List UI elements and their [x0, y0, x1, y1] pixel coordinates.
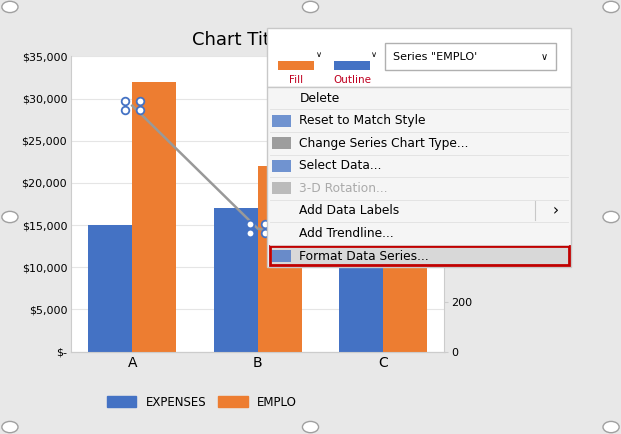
Bar — [258, 166, 302, 352]
Text: Outline: Outline — [333, 75, 371, 85]
Text: Series "EMPLO': Series "EMPLO' — [392, 52, 477, 62]
Text: ∨: ∨ — [315, 50, 322, 59]
Text: Delete: Delete — [299, 92, 340, 105]
Text: Fill: Fill — [289, 75, 303, 85]
Text: Add Data Labels: Add Data Labels — [299, 204, 399, 217]
Text: ∨: ∨ — [541, 52, 548, 62]
Text: 3-D Rotation...: 3-D Rotation... — [299, 182, 388, 195]
Text: ∨: ∨ — [371, 50, 378, 59]
Bar — [214, 208, 258, 352]
Text: Add Trendline...: Add Trendline... — [299, 227, 394, 240]
Text: Format Data Series...: Format Data Series... — [299, 250, 429, 263]
Bar — [383, 124, 427, 352]
Text: Reset to Match Style: Reset to Match Style — [299, 114, 426, 127]
Bar — [88, 225, 132, 352]
Title: Chart Title: Chart Title — [192, 31, 286, 49]
Text: Select Data...: Select Data... — [299, 159, 382, 172]
Legend: EXPENSES, EMPLO: EXPENSES, EMPLO — [102, 391, 302, 414]
Bar — [132, 82, 176, 352]
Bar — [339, 225, 383, 352]
Text: Change Series Chart Type...: Change Series Chart Type... — [299, 137, 469, 150]
Text: ›: › — [553, 204, 559, 218]
